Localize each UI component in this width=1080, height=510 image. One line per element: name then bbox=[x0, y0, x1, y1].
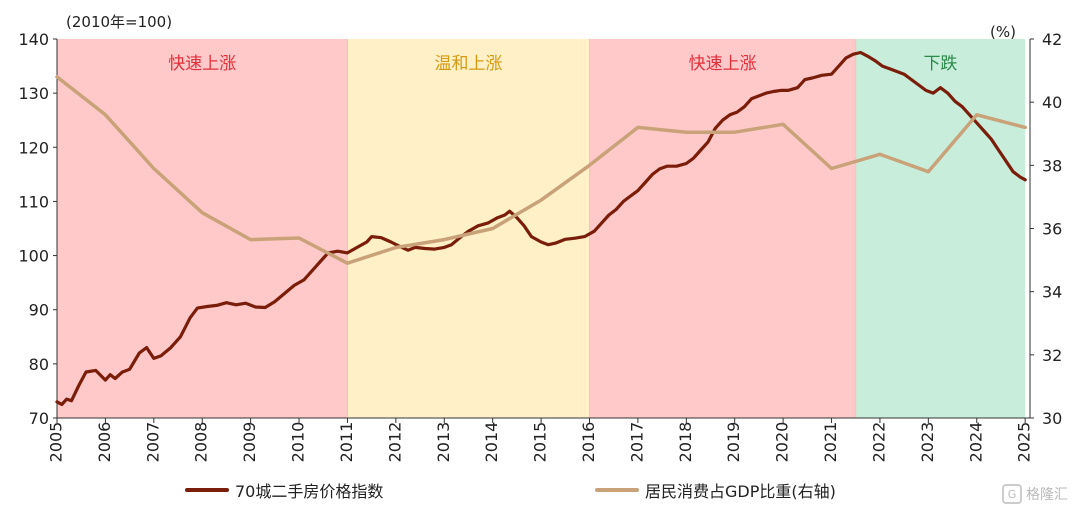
x-tick-label-10: 2015 bbox=[531, 422, 550, 463]
left-tick-label-5: 120 bbox=[18, 138, 49, 157]
x-tick-label-14: 2019 bbox=[724, 422, 743, 463]
x-tick-label-17: 2022 bbox=[869, 422, 888, 463]
x-tick-label-1: 2006 bbox=[95, 422, 114, 463]
x-tick-label-11: 2016 bbox=[579, 422, 598, 463]
legend: 70城二手房价格指数 居民消费占GDP比重(右轴) bbox=[0, 478, 1080, 506]
legend-item-house-index: 70城二手房价格指数 bbox=[185, 478, 383, 502]
right-tick-label-0: 30 bbox=[1042, 409, 1062, 428]
left-tick-label-2: 90 bbox=[29, 301, 49, 320]
left-tick-label-6: 130 bbox=[18, 84, 49, 103]
region-label-0: 快速上涨 bbox=[168, 54, 236, 74]
watermark-logo-icon: G bbox=[1002, 484, 1022, 504]
x-tick-label-16: 2021 bbox=[821, 422, 840, 463]
legend-swatch-house-index bbox=[185, 488, 229, 492]
legend-label-consumption-share: 居民消费占GDP比重(右轴) bbox=[645, 482, 836, 501]
left-tick-label-1: 80 bbox=[29, 355, 49, 374]
watermark: G 格隆汇 bbox=[1002, 484, 1068, 504]
x-tick-label-13: 2018 bbox=[676, 422, 695, 463]
regions-layer bbox=[57, 39, 1026, 418]
x-tick-label-0: 2005 bbox=[47, 422, 66, 463]
left-tick-label-4: 110 bbox=[18, 192, 49, 211]
axes-layer: 70 80 90 100 110 120 130 140 30 32 34 36 38 40 42 2005 2… bbox=[18, 13, 1062, 462]
x-tick-label-8: 2013 bbox=[434, 422, 453, 463]
region-label-3: 下跌 bbox=[923, 54, 957, 74]
legend-swatch-consumption-share bbox=[595, 488, 639, 492]
region-band-3 bbox=[855, 39, 1026, 418]
left-tick-label-0: 70 bbox=[29, 409, 49, 428]
right-axis-unit-label: (%) bbox=[990, 23, 1016, 41]
region-band-0 bbox=[57, 39, 348, 418]
legend-label-house-index: 70城二手房价格指数 bbox=[235, 482, 384, 501]
region-band-2 bbox=[589, 39, 856, 418]
x-tick-label-20: 2025 bbox=[1015, 422, 1034, 463]
x-tick-label-18: 2023 bbox=[918, 422, 937, 463]
legend-item-consumption-share: 居民消费占GDP比重(右轴) bbox=[595, 478, 836, 502]
region-label-1: 温和上涨 bbox=[434, 54, 502, 74]
x-tick-label-15: 2020 bbox=[773, 422, 792, 463]
series-layer bbox=[55, 50, 1027, 407]
left-axis-unit-label: (2010年=100) bbox=[66, 13, 172, 31]
x-tick-label-5: 2010 bbox=[289, 422, 308, 463]
region-band-1 bbox=[347, 39, 590, 418]
right-tick-label-5: 40 bbox=[1042, 93, 1062, 112]
right-tick-label-4: 38 bbox=[1042, 156, 1062, 175]
x-tick-label-3: 2008 bbox=[192, 422, 211, 463]
x-tick-label-4: 2009 bbox=[240, 422, 259, 463]
watermark-text: 格隆汇 bbox=[1026, 487, 1068, 503]
left-tick-label-3: 100 bbox=[18, 247, 49, 266]
line-chart: 70 80 90 100 110 120 130 140 30 32 34 36 38 40 42 2005 2… bbox=[18, 13, 1062, 462]
series-line-0 bbox=[55, 50, 1027, 407]
x-tick-label-6: 2011 bbox=[337, 422, 356, 463]
left-tick-label-7: 140 bbox=[18, 30, 49, 49]
right-tick-label-2: 34 bbox=[1042, 283, 1062, 302]
series-line-1 bbox=[55, 75, 1027, 265]
x-tick-label-19: 2024 bbox=[966, 422, 985, 463]
region-label-2: 快速上涨 bbox=[689, 54, 757, 74]
right-tick-label-1: 32 bbox=[1042, 346, 1062, 365]
x-tick-label-12: 2017 bbox=[627, 422, 646, 463]
x-tick-label-7: 2012 bbox=[385, 422, 404, 463]
right-tick-label-6: 42 bbox=[1042, 30, 1062, 49]
labels-layer: 快速上涨 温和上涨 快速上涨 下跌 bbox=[168, 54, 957, 74]
x-tick-label-2: 2007 bbox=[143, 422, 162, 463]
right-tick-label-3: 36 bbox=[1042, 220, 1062, 239]
x-tick-label-9: 2014 bbox=[482, 422, 501, 463]
